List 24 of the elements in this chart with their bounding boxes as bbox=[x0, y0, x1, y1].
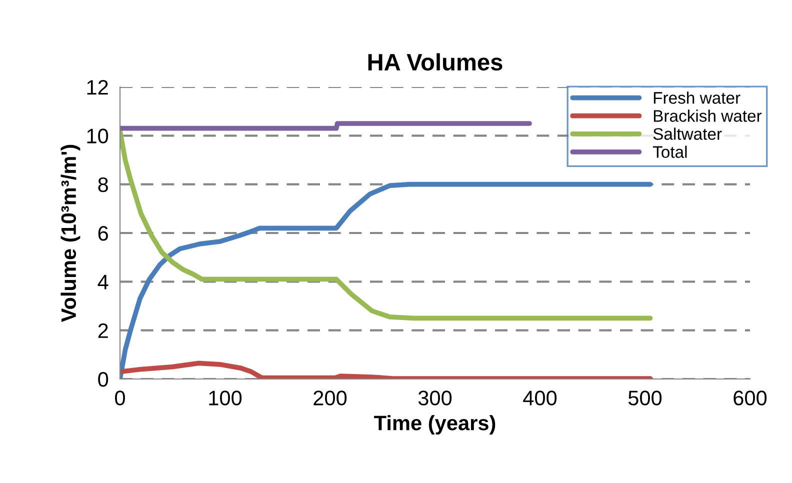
x-axis-title: Time (years) bbox=[374, 415, 496, 435]
legend-label: Brackish water bbox=[654, 110, 762, 122]
y-tick-label: 6 bbox=[98, 226, 108, 241]
legend-label: Fresh water bbox=[654, 92, 740, 104]
y-axis-title: Volume (10³m³/m') bbox=[60, 144, 80, 322]
y-tick-label: 2 bbox=[98, 323, 108, 338]
chart-title: HA Volumes bbox=[368, 53, 502, 71]
x-tick-label: 600 bbox=[734, 390, 767, 406]
y-tick-label: 8 bbox=[98, 177, 108, 192]
line-series bbox=[120, 128, 653, 321]
y-tick-label: 0 bbox=[98, 372, 108, 387]
legend-label: Saltwater bbox=[653, 128, 722, 140]
y-tick-label: 10 bbox=[87, 128, 108, 144]
x-tick-label: 300 bbox=[418, 390, 452, 406]
line-series bbox=[120, 182, 653, 379]
line-series bbox=[120, 360, 653, 379]
x-tick-label: 100 bbox=[209, 390, 242, 406]
x-tick-label: 0 bbox=[115, 390, 125, 406]
y-tick-label: 4 bbox=[98, 274, 108, 290]
x-tick-label: 200 bbox=[314, 390, 347, 406]
x-tick-label: 500 bbox=[628, 390, 662, 406]
x-tick-label: 400 bbox=[523, 390, 557, 406]
legend-label: Total bbox=[652, 146, 687, 158]
y-tick-label: 12 bbox=[87, 80, 108, 95]
